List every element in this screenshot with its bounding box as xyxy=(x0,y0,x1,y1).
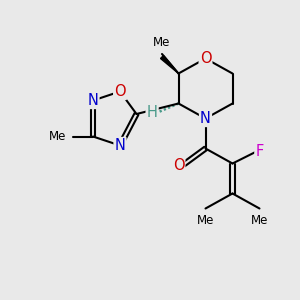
Text: O: O xyxy=(114,84,126,99)
Text: O: O xyxy=(173,158,184,172)
Text: Me: Me xyxy=(49,130,66,143)
Text: F: F xyxy=(255,144,264,159)
Text: Me: Me xyxy=(197,214,214,227)
Text: Me: Me xyxy=(251,214,268,227)
Text: N: N xyxy=(200,111,211,126)
Text: Me: Me xyxy=(153,36,171,49)
Text: N: N xyxy=(115,138,125,153)
Text: H: H xyxy=(147,105,158,120)
Text: O: O xyxy=(200,51,211,66)
Polygon shape xyxy=(160,56,178,74)
Text: N: N xyxy=(88,93,98,108)
